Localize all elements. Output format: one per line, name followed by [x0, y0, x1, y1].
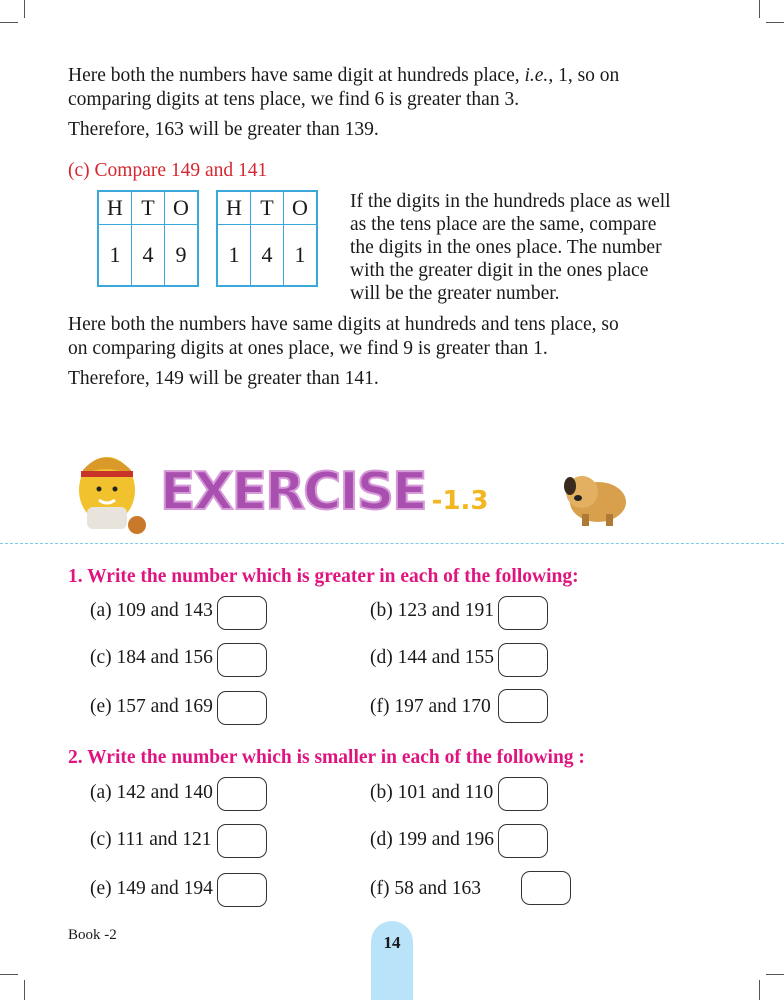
dog-illustration: [564, 476, 626, 526]
exercise-number: -1.3: [431, 486, 489, 516]
answer-box[interactable]: [521, 871, 571, 905]
digit-cell: 1: [283, 224, 318, 287]
header-t: T: [250, 190, 284, 225]
q2-item-e: (e) 149 and 194: [90, 878, 213, 899]
q1-item-c: (c) 184 and 156: [90, 647, 213, 668]
page-number: 14: [371, 921, 413, 1000]
text-line: with the greater digit in the ones place: [350, 260, 649, 281]
section-divider: [0, 543, 784, 544]
digit-cell: 4: [131, 224, 165, 287]
question-1-heading: 1. Write the number which is greater in …: [68, 566, 579, 587]
conclusion-line-1: Here both the numbers have same digits a…: [68, 314, 619, 335]
text-line: the digits in the ones place. The number: [350, 237, 662, 258]
digit-cell: 9: [164, 224, 199, 287]
q2-item-b: (b) 101 and 110: [370, 782, 494, 803]
crop-mark: [759, 0, 760, 18]
answer-box[interactable]: [217, 643, 267, 677]
q1-item-d: (d) 144 and 155: [370, 647, 495, 668]
digit-cell: 1: [216, 224, 251, 287]
answer-box[interactable]: [498, 643, 548, 677]
q1-item-f: (f) 197 and 170: [370, 696, 491, 717]
answer-box[interactable]: [217, 777, 267, 811]
header-o: O: [164, 190, 199, 225]
answer-box[interactable]: [498, 777, 548, 811]
q2-item-f: (f) 58 and 163: [370, 878, 482, 899]
header-h: H: [216, 190, 251, 225]
answer-box[interactable]: [217, 824, 267, 858]
crop-mark: [766, 974, 784, 975]
header-o: O: [283, 190, 318, 225]
crop-mark: [0, 974, 18, 975]
book-label: Book -2: [68, 927, 117, 943]
answer-box[interactable]: [217, 596, 267, 630]
crop-mark: [766, 22, 784, 23]
digit-cell: 1: [97, 224, 132, 287]
answer-box[interactable]: [217, 691, 267, 725]
q2-item-c: (c) 111 and 121: [90, 829, 212, 850]
answer-box[interactable]: [498, 596, 548, 630]
q1-item-a: (a) 109 and 143: [90, 600, 213, 621]
q2-item-d: (d) 199 and 196: [370, 829, 495, 850]
intro-line-3: Therefore, 163 will be greater than 139.: [68, 119, 379, 140]
mascot-illustration: [79, 457, 146, 534]
header-h: H: [97, 190, 132, 225]
conclusion-line-3: Therefore, 149 will be greater than 141.: [68, 368, 379, 389]
exercise-banner: EXERCISE -1.3: [159, 461, 489, 523]
answer-box[interactable]: [498, 689, 548, 723]
q1-item-e: (e) 157 and 169: [90, 696, 213, 717]
header-t: T: [131, 190, 165, 225]
conclusion-line-2: on comparing digits at ones place, we fi…: [68, 338, 548, 359]
crop-mark: [759, 980, 760, 1000]
q1-item-b: (b) 123 and 191: [370, 600, 495, 621]
answer-box[interactable]: [217, 873, 267, 907]
exercise-title: EXERCISE: [159, 461, 429, 523]
question-2-heading: 2. Write the number which is smaller in …: [68, 747, 585, 768]
digit-cell: 4: [250, 224, 284, 287]
text-line: as the tens place are the same, compare: [350, 214, 657, 235]
answer-box[interactable]: [498, 824, 548, 858]
crop-mark: [0, 22, 18, 23]
text-line: will be the greater number.: [350, 283, 560, 304]
rule-explanation: If the digits in the hundreds place as w…: [350, 190, 671, 305]
crop-mark: [24, 980, 25, 1000]
intro-line-1: Here both the numbers have same digit at…: [68, 65, 620, 86]
crop-mark: [24, 0, 25, 18]
section-c-heading: (c) Compare 149 and 141: [68, 160, 268, 181]
q2-item-a: (a) 142 and 140: [90, 782, 213, 803]
text-line: If the digits in the hundreds place as w…: [350, 191, 671, 212]
intro-line-2: comparing digits at tens place, we find …: [68, 89, 520, 110]
